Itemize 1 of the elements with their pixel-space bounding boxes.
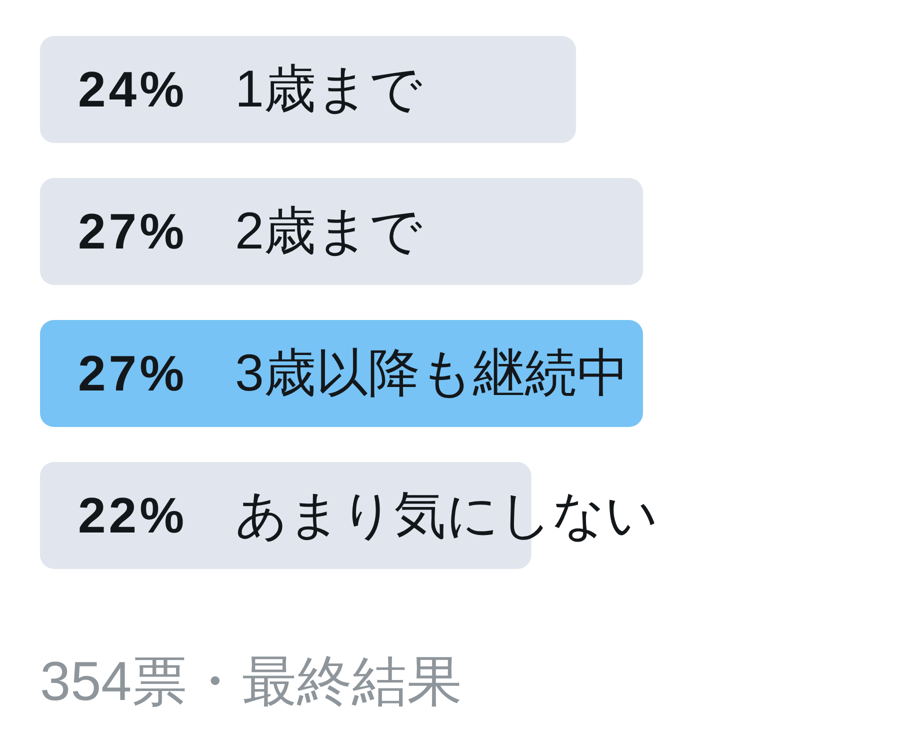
annotation: 354票・最終結果 <box>40 650 462 712</box>
